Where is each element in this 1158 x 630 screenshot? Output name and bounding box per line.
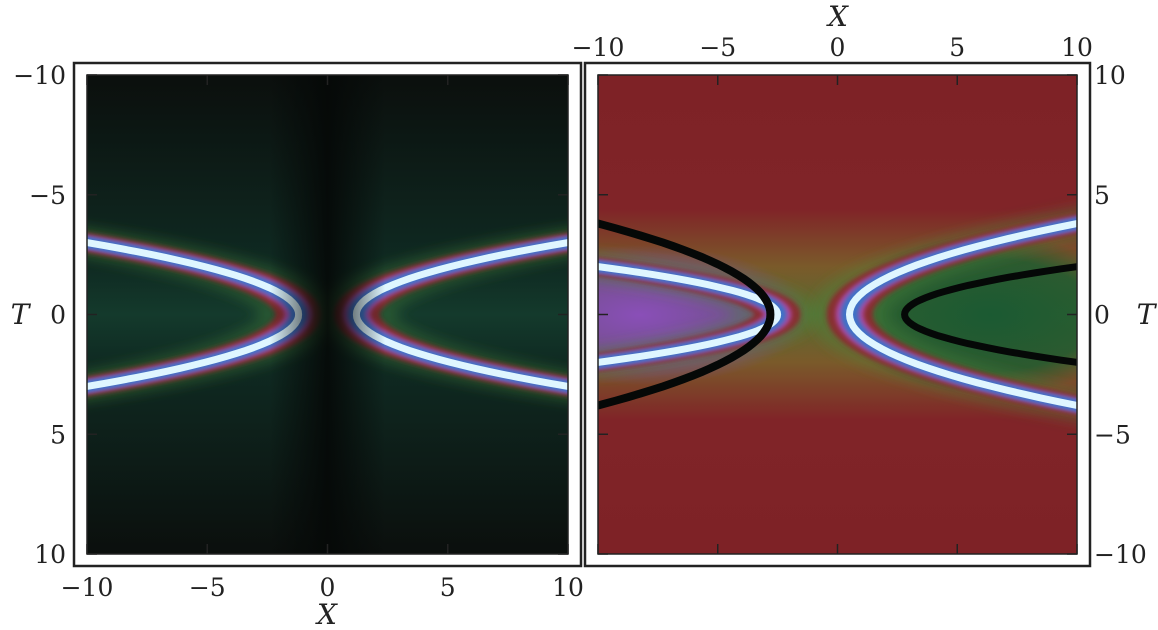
x-tick-label: 10 xyxy=(1061,33,1093,62)
left-lobe-ridge-band-4 xyxy=(598,263,782,366)
right-x-axis-label: X xyxy=(826,0,849,33)
left-y-axis-label: T xyxy=(11,298,32,331)
right-heatmap-ridges xyxy=(598,206,1077,423)
y-tick-label: −5 xyxy=(1094,420,1131,449)
x-tick-label: 10 xyxy=(552,573,584,602)
x-tick-label: 5 xyxy=(440,573,456,602)
y-tick-label: 0 xyxy=(1094,301,1110,330)
y-tick-label: −5 xyxy=(29,181,66,210)
x-tick-label: 5 xyxy=(949,33,965,62)
right-plot-frame-outer xyxy=(583,61,1092,568)
left-plot-frame-outer xyxy=(72,61,583,568)
y-tick-label: −10 xyxy=(13,61,66,90)
y-tick-label: 10 xyxy=(34,540,66,569)
y-tick-label: 5 xyxy=(1094,181,1110,210)
x-tick-label: −10 xyxy=(61,573,114,602)
right-y-axis-label: T xyxy=(1137,298,1158,331)
y-tick-label: 10 xyxy=(1094,61,1126,90)
right-dark-contour-right xyxy=(901,263,1077,366)
x-tick-label: −5 xyxy=(189,573,226,602)
left-heatmap-panel: −10 −5 0 5 10 −10 −5 0 5 10 X T xyxy=(11,61,584,630)
x-tick-label: −10 xyxy=(572,33,625,62)
right-dark-contour-left xyxy=(598,219,775,410)
y-tick-label: −10 xyxy=(1094,540,1147,569)
y-tick-label: 0 xyxy=(50,301,66,330)
left-heatmap-center-shadow xyxy=(87,75,568,554)
x-tick-label: 0 xyxy=(830,33,846,62)
x-tick-label: −5 xyxy=(699,33,736,62)
x-tick-label: 0 xyxy=(320,573,336,602)
right-lobe-ridge-band-4 xyxy=(845,219,1077,410)
left-x-axis-label: X xyxy=(315,598,338,630)
y-tick-label: 5 xyxy=(50,420,66,449)
